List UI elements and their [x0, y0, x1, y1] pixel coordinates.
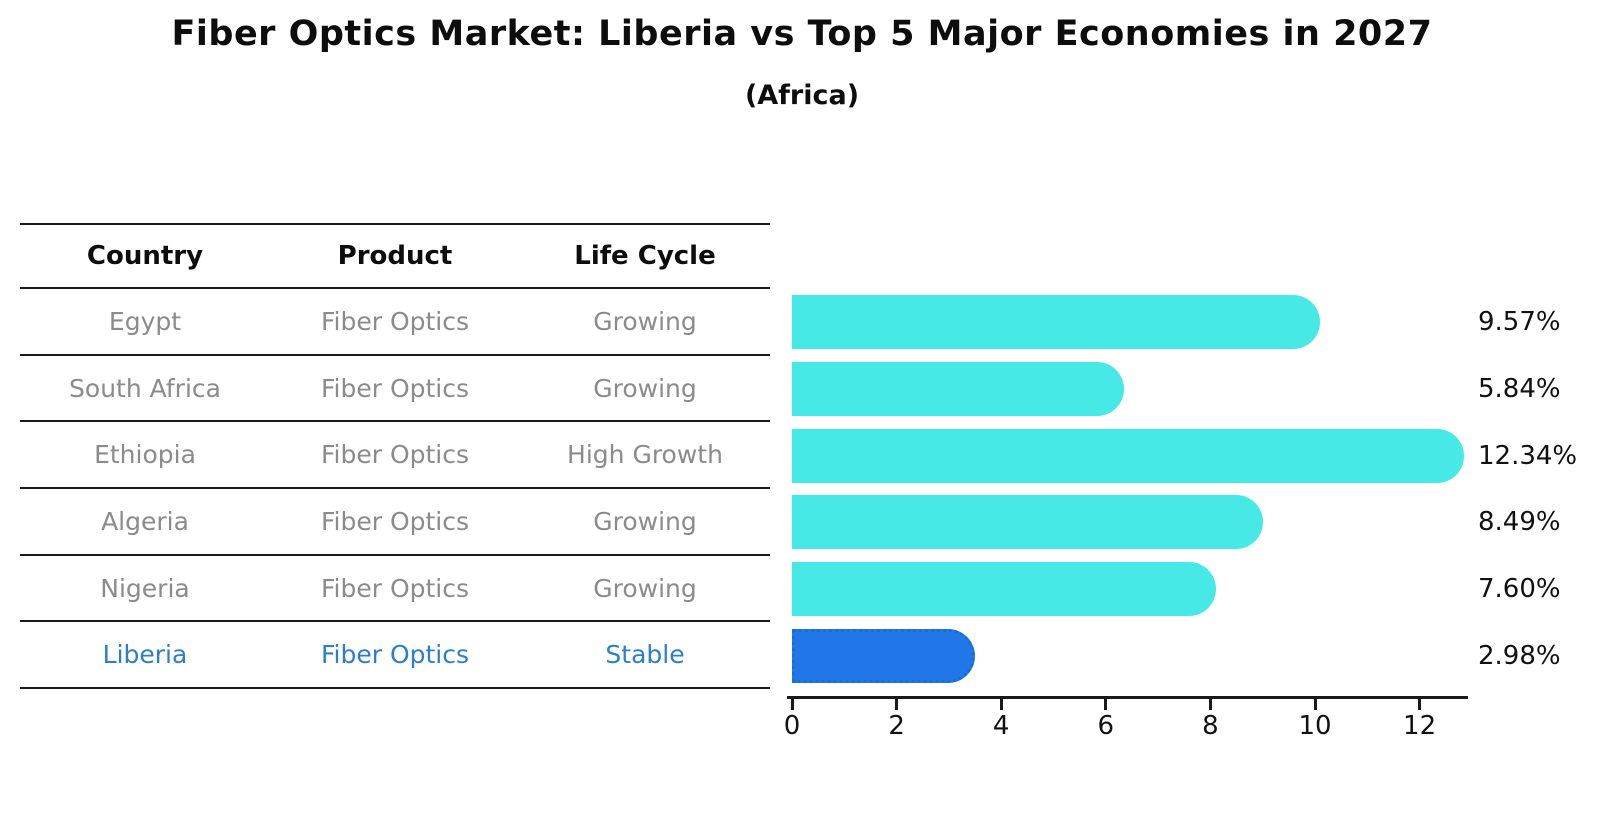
chart-title: Fiber Optics Market: Liberia vs Top 5 Ma…	[171, 14, 1433, 54]
x-axis-tick	[790, 698, 794, 710]
country-cell: Algeria	[101, 506, 189, 536]
value-label-liberia: 2.98%	[1478, 640, 1561, 671]
x-axis-tick	[1313, 698, 1317, 710]
product-cell: Fiber Optics	[320, 440, 470, 470]
value-label-algeria: 8.49%	[1478, 507, 1561, 538]
life-cycle-cell: Growing	[593, 373, 697, 403]
value-label-nigeria: 7.60%	[1478, 574, 1561, 605]
table-header-row: Country Product Life Cycle	[20, 223, 770, 289]
product-cell: Fiber Optics	[320, 573, 470, 603]
bar-nigeria	[792, 562, 1217, 617]
life-cycle-cell: High Growth	[567, 440, 723, 470]
x-axis-tick	[895, 698, 899, 710]
life-cycle-cell: Growing	[593, 506, 697, 536]
x-axis-tick	[1104, 698, 1108, 710]
x-axis-tick	[999, 698, 1003, 710]
col-header-life-cycle: Life Cycle	[574, 241, 716, 271]
x-axis-tick-label: 6	[1097, 711, 1115, 741]
table-row-egypt: Egypt Fiber Optics Growing	[20, 289, 770, 356]
x-axis-tick-label: 12	[1403, 711, 1437, 741]
x-axis-tick	[1418, 698, 1422, 710]
bar-egypt	[792, 295, 1320, 350]
x-axis-tick-label: 8	[1202, 711, 1219, 741]
value-label-south-africa: 5.84%	[1478, 374, 1561, 405]
bar-ethiopia	[792, 428, 1465, 483]
table-row-algeria: Algeria Fiber Optics Growing	[20, 489, 770, 556]
x-axis-tick-label: 2	[888, 711, 905, 741]
country-cell: Ethiopia	[94, 440, 196, 470]
x-axis-line	[787, 696, 1468, 699]
country-cell: Nigeria	[100, 573, 190, 603]
value-label-ethiopia: 12.34%	[1478, 440, 1578, 471]
country-cell: Egypt	[108, 306, 182, 336]
life-cycle-cell: Growing	[593, 306, 697, 336]
x-axis-tick-label: 4	[992, 711, 1010, 741]
bar-liberia-highlighted	[792, 628, 975, 683]
x-axis-tick-label: 10	[1298, 711, 1332, 741]
table-row-south-africa: South Africa Fiber Optics Growing	[20, 356, 770, 423]
life-cycle-cell: Stable	[605, 640, 685, 670]
col-header-product: Product	[337, 241, 453, 271]
table-row-nigeria: Nigeria Fiber Optics Growing	[20, 556, 770, 623]
product-cell: Fiber Optics	[320, 506, 470, 536]
bar-south-africa	[792, 362, 1125, 417]
product-cell: Fiber Optics	[320, 640, 470, 670]
product-cell: Fiber Optics	[320, 373, 470, 403]
x-axis-tick	[1208, 698, 1212, 710]
life-cycle-cell: Growing	[593, 573, 697, 603]
value-label-egypt: 9.57%	[1478, 307, 1561, 338]
col-header-country: Country	[86, 241, 204, 271]
bar-algeria	[792, 495, 1264, 550]
table-row-liberia: Liberia Fiber Optics Stable	[20, 622, 770, 690]
country-cell: Liberia	[102, 640, 188, 670]
chart-subtitle: (Africa)	[744, 80, 860, 111]
table-row-ethiopia: Ethiopia Fiber Optics High Growth	[20, 422, 770, 490]
country-cell: South Africa	[69, 373, 221, 403]
country-table: Country Product Life Cycle Egypt Fiber O…	[20, 223, 770, 690]
product-cell: Fiber Optics	[320, 306, 470, 336]
x-axis-tick-label: 0	[783, 711, 801, 741]
